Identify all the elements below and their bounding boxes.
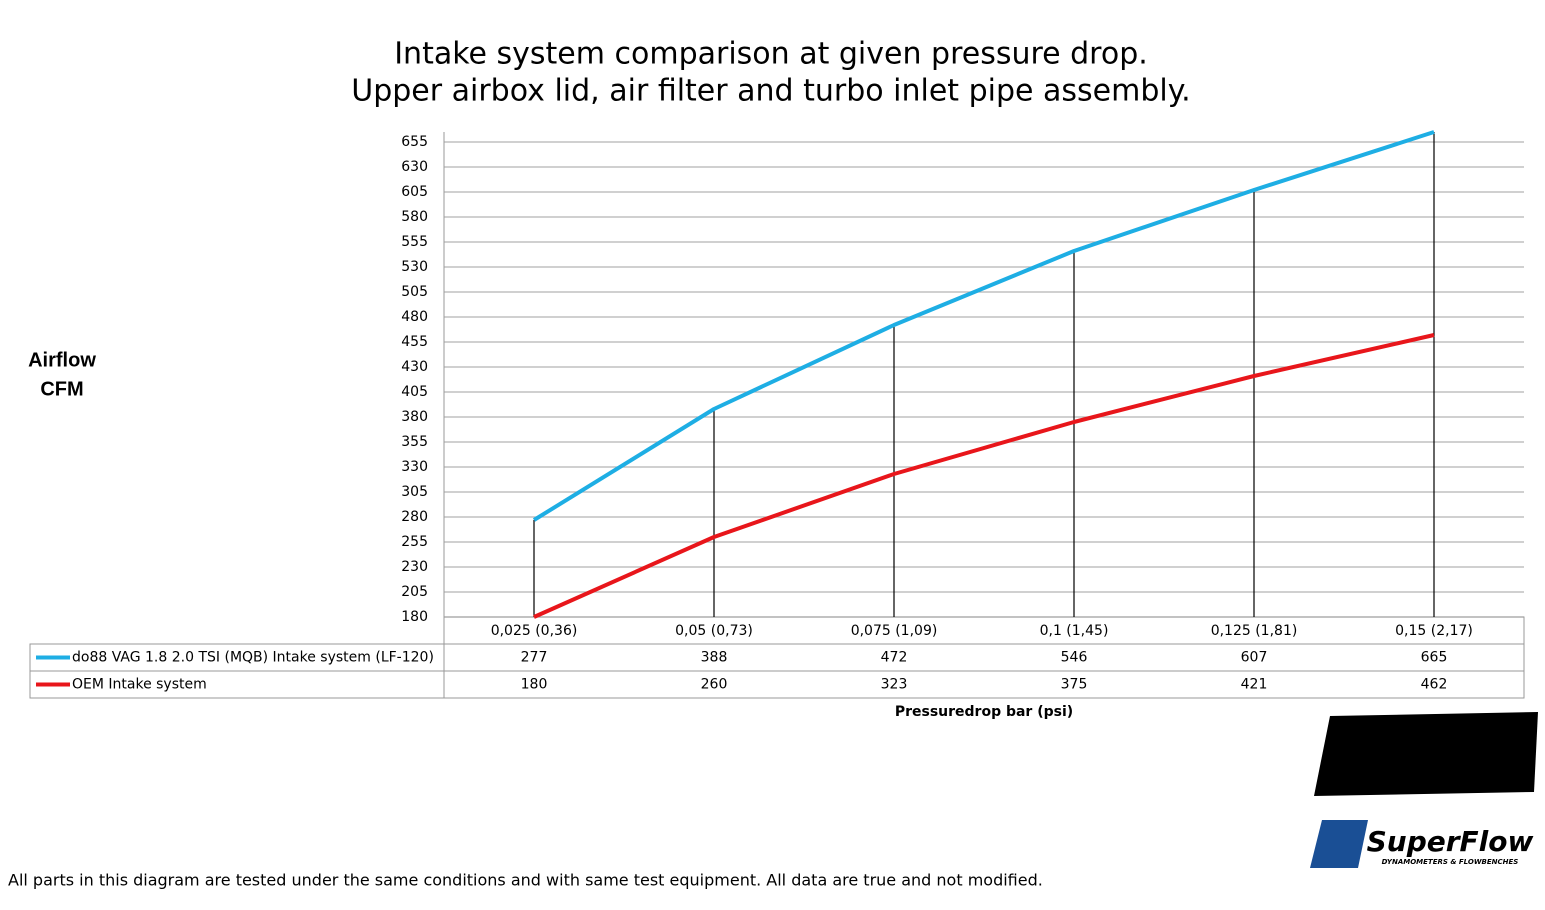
table-value: 180: [521, 677, 548, 693]
y-tick-label: 255: [401, 534, 428, 550]
table-value: 277: [521, 650, 548, 666]
table-value: 665: [1421, 650, 1448, 666]
y-tick-label: 455: [401, 334, 428, 350]
y-tick-label: 380: [401, 409, 428, 425]
y-axis-title: Airflow: [28, 349, 96, 371]
superflow-logo: SuperFlow DYNAMOMETERS & FLOWBENCHES: [1310, 820, 1534, 868]
y-tick-label: 505: [401, 284, 428, 300]
table-value: 546: [1061, 650, 1088, 666]
y-axis-title: CFM: [40, 378, 83, 400]
chart-title: Upper airbox lid, air filter and turbo i…: [351, 74, 1190, 109]
logo-text: SuperFlow: [1367, 825, 1534, 858]
table-value: 472: [881, 650, 908, 666]
y-tick-label: 655: [401, 134, 428, 150]
legend-label: OEM Intake system: [72, 677, 207, 693]
y-tick-label: 280: [401, 509, 428, 525]
x-tick-label: 0,025 (0,36): [491, 623, 578, 639]
y-tick-label: 405: [401, 384, 428, 400]
y-tick-label: 555: [401, 234, 428, 250]
footnote: All parts in this diagram are tested und…: [8, 871, 1043, 890]
logo-text: DYNAMOMETERS & FLOWBENCHES: [1382, 858, 1519, 866]
y-tick-label: 580: [401, 209, 428, 225]
x-tick-label: 0,125 (1,81): [1211, 623, 1298, 639]
table-value: 388: [701, 650, 728, 666]
x-axis-title: Pressuredrop bar (psi): [895, 704, 1073, 720]
logo-text: do88: [1347, 714, 1509, 782]
legend-label: do88 VAG 1.8 2.0 TSI (MQB) Intake system…: [72, 650, 434, 666]
x-tick-label: 0,1 (1,45): [1040, 623, 1109, 639]
y-tick-label: 230: [401, 559, 428, 575]
y-tick-label: 430: [401, 359, 428, 375]
y-tick-label: 605: [401, 184, 428, 200]
table-value: 462: [1421, 677, 1448, 693]
chart-title: Intake system comparison at given pressu…: [394, 37, 1148, 72]
x-tick-label: 0,15 (2,17): [1395, 623, 1473, 639]
y-tick-label: 180: [401, 609, 428, 625]
table-value: 421: [1241, 677, 1268, 693]
x-tick-label: 0,05 (0,73): [675, 623, 753, 639]
table-value: 323: [881, 677, 908, 693]
table-value: 375: [1061, 677, 1088, 693]
table-value: 607: [1241, 650, 1268, 666]
y-tick-label: 530: [401, 259, 428, 275]
x-tick-label: 0,075 (1,09): [851, 623, 938, 639]
y-tick-label: 355: [401, 434, 428, 450]
table-value: 260: [701, 677, 728, 693]
data-table: [443, 616, 1525, 645]
y-tick-label: 305: [401, 484, 428, 500]
do88-logo: do88 Performance: [1314, 712, 1538, 796]
series-line: [532, 130, 1435, 522]
y-tick-label: 205: [401, 584, 428, 600]
y-tick-label: 480: [401, 309, 428, 325]
y-tick-label: 330: [401, 459, 428, 475]
y-tick-label: 630: [401, 159, 428, 175]
logo-text: Performance: [1336, 774, 1444, 792]
series-line: [533, 333, 1435, 619]
